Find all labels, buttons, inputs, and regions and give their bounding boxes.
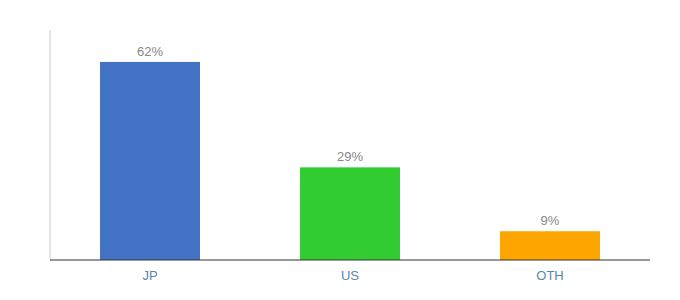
- data-label: 29%: [337, 149, 363, 164]
- data-label: 62%: [137, 44, 163, 59]
- chart-container: 62% JP 29% US 9% OTH: [0, 0, 680, 300]
- x-tick-label: OTH: [536, 268, 563, 283]
- bar: [500, 231, 600, 260]
- bar: [300, 167, 400, 260]
- y-axis-line: [50, 30, 51, 260]
- bars: [100, 62, 600, 260]
- data-label: 9%: [541, 213, 560, 228]
- x-tick-label: US: [341, 268, 359, 283]
- chart: 62% JP 29% US 9% OTH: [0, 0, 680, 300]
- x-tick-label: JP: [142, 268, 157, 283]
- labels: 62% JP 29% US 9% OTH: [137, 44, 564, 283]
- x-axis-line: [50, 259, 650, 260]
- bar: [100, 62, 200, 260]
